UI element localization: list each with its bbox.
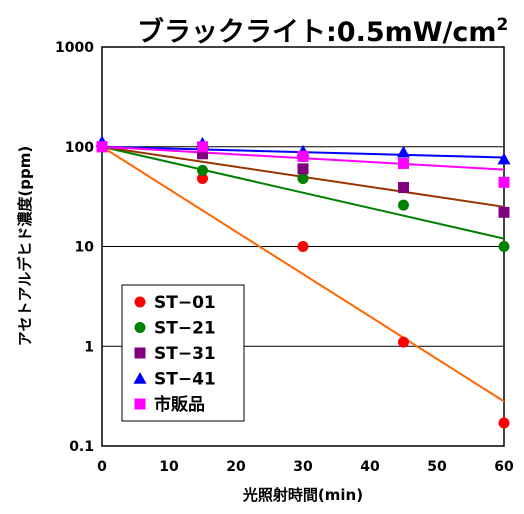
legend-marker	[134, 296, 146, 308]
x-tick-label: 50	[427, 459, 447, 475]
data-point	[297, 241, 309, 252]
data-point	[96, 141, 108, 153]
data-point	[197, 164, 208, 176]
x-tick-label: 60	[494, 459, 514, 475]
data-point	[398, 199, 409, 211]
x-axis-label: 光照射時間(min)	[242, 486, 363, 504]
data-point	[197, 141, 208, 153]
chart-title: ブラックライト:0.5mW/cm2	[137, 15, 508, 48]
y-tick-label: 100	[65, 140, 94, 156]
data-point	[197, 173, 208, 185]
legend-marker	[134, 322, 146, 333]
data-point	[197, 148, 208, 160]
data-point	[498, 417, 510, 429]
legend-label: ST−01	[154, 293, 216, 313]
data-point	[397, 145, 410, 158]
data-point	[498, 176, 510, 188]
x-tick-labels: 0 10 20 30 40 50 60	[97, 459, 514, 475]
fit-line	[101, 145, 505, 240]
data-point	[498, 241, 510, 252]
data-point	[297, 150, 309, 162]
y-tick-label: 0.1	[69, 439, 94, 455]
legend-marker	[133, 372, 147, 384]
legend-label: ST−21	[154, 319, 216, 339]
y-axis-label: アセトアルデヒド濃度(ppm)	[16, 146, 34, 346]
legend-label: 市販品	[154, 394, 205, 415]
fit-line	[101, 145, 505, 403]
data-point	[398, 157, 409, 169]
x-tick-label: 10	[159, 459, 179, 475]
y-tick-label: 10	[75, 240, 95, 256]
data-point	[497, 152, 511, 165]
data-point	[297, 173, 309, 185]
chart-title-superscript: 2	[497, 15, 509, 35]
legend-marker	[134, 347, 146, 359]
data-points	[95, 135, 511, 429]
y-tick-label: 1000	[55, 40, 94, 56]
x-tick-label: 30	[293, 459, 313, 475]
data-point	[398, 336, 409, 348]
data-point	[498, 206, 510, 218]
x-tick-label: 20	[226, 459, 246, 475]
x-tick-label: 40	[360, 459, 380, 475]
y-tick-labels: 0.1 1 10 100 1000	[55, 40, 94, 455]
data-point	[398, 182, 409, 194]
data-point	[297, 163, 309, 175]
y-tick-label: 1	[84, 339, 94, 355]
legend-marker	[134, 398, 146, 410]
legend-label: ST−31	[154, 344, 216, 364]
legend: ST−01 ST−21 ST−31 ST−41 市販品	[121, 284, 245, 422]
x-tick-label: 0	[97, 459, 107, 475]
legend-label: ST−41	[154, 370, 216, 390]
